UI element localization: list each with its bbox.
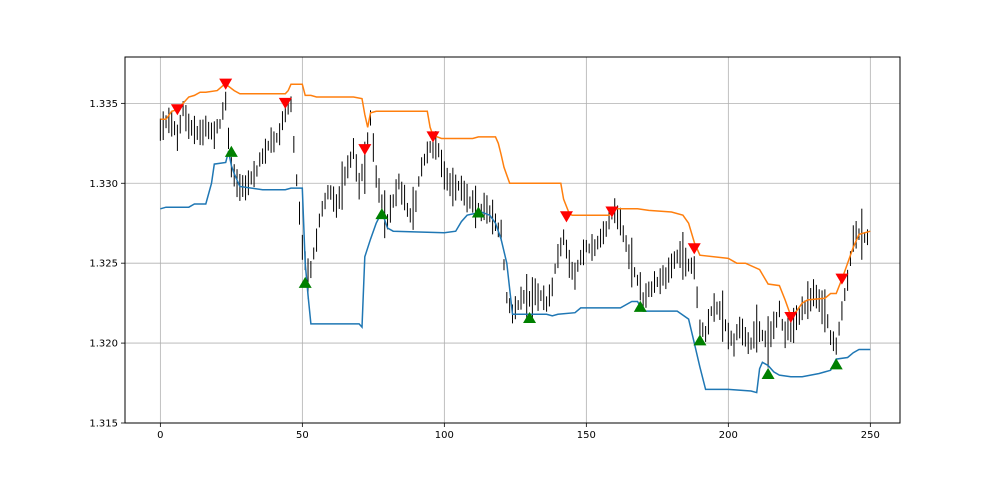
x-tick-label: 250 (861, 430, 880, 441)
x-tick-label: 0 (157, 430, 163, 441)
sell-signal-marker (219, 78, 233, 90)
buy-signal-marker (224, 145, 238, 157)
x-tick-label: 150 (577, 430, 596, 441)
sell-signal-marker (358, 144, 372, 156)
x-tick-label: 200 (719, 430, 738, 441)
y-tick-label: 1.320 (89, 339, 118, 350)
y-axis: 1.315 1.320 1.325 1.330 1.335 (89, 99, 125, 430)
y-tick-label: 1.325 (89, 259, 118, 270)
buy-signal-marker (829, 358, 843, 370)
sell-signal-marker (426, 131, 440, 143)
sell-signal-marker (170, 104, 184, 116)
band-lines (160, 83, 871, 394)
sell-signal-marker (784, 311, 798, 324)
sell-signal-marker (278, 97, 292, 109)
y-tick-label: 1.335 (89, 99, 118, 110)
y-tick-label: 1.315 (89, 419, 118, 430)
sell-signal-marker (605, 206, 619, 218)
buy-signal-marker (298, 276, 312, 288)
upper-band-line (160, 83, 871, 318)
y-tick-label: 1.330 (89, 179, 118, 190)
buy-signal-marker (375, 208, 389, 220)
price-bars (159, 91, 868, 368)
x-axis: 0 50 100 150 200 250 (157, 423, 880, 441)
x-tick-label: 50 (296, 430, 309, 441)
buy-signal-marker (633, 300, 647, 312)
buy-signal-marker (761, 367, 775, 379)
sell-signal-marker (835, 273, 849, 285)
sell-signal-marker (559, 211, 573, 223)
buy-signal-marker (523, 311, 537, 324)
plot-frame (124, 56, 901, 424)
lower-band-line (160, 151, 871, 394)
buy-signal-marker (471, 206, 485, 218)
x-tick-label: 100 (435, 430, 454, 441)
signal-markers (170, 78, 849, 379)
sell-signal-marker (687, 243, 701, 255)
buy-signal-marker (693, 334, 707, 346)
